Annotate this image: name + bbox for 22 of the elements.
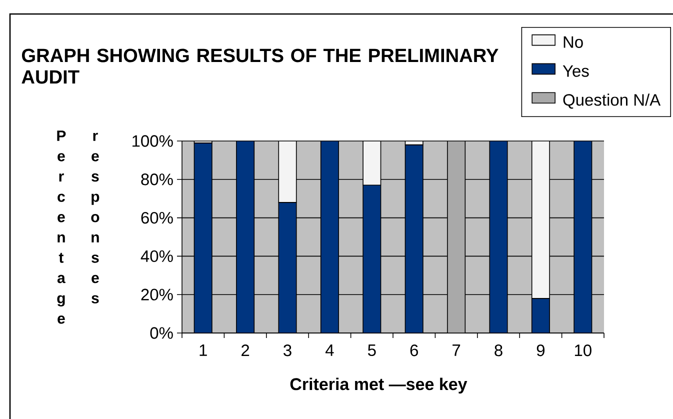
y-tick-label: 0% (150, 327, 173, 339)
x-tick-label: 10 (574, 344, 592, 356)
y-tick-label: 100% (132, 135, 173, 147)
x-tick-label: 2 (242, 344, 250, 356)
y-tick-label: 80% (141, 174, 173, 186)
x-tick-label: 4 (325, 344, 334, 356)
x-tick-label: 9 (536, 344, 545, 356)
x-tick-label: 5 (368, 344, 376, 356)
y-tick-label: 40% (140, 250, 173, 262)
x-tick-label: 3 (284, 344, 292, 356)
x-tick-label: 6 (410, 344, 418, 356)
chart-title: GRAPH SHOWING RESULTS OF THE PRELIMINARY AUDIT (22, 48, 498, 84)
x-axis-title: Criteria met —see key (290, 378, 468, 394)
x-tick-label: 1 (200, 344, 207, 356)
legend-label: Yes (562, 65, 589, 77)
y-tick-label: 20% (141, 288, 173, 300)
legend-label: No (564, 36, 583, 48)
legend-label: Question N/A (563, 94, 661, 109)
x-tick-label: 8 (494, 344, 502, 356)
y-tick-label: 60% (141, 212, 173, 224)
text: Percentage responses (57, 130, 100, 324)
x-tick-label: 7 (452, 344, 460, 356)
